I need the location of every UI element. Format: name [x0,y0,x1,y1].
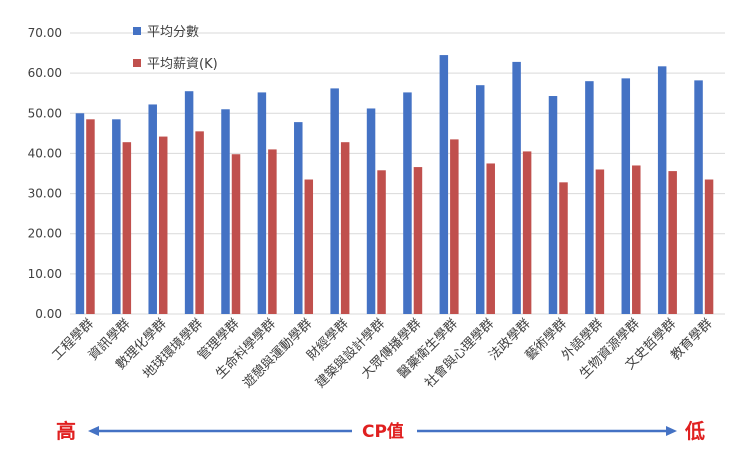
y-tick-label: 60.00 [28,66,62,80]
bar-avg-salary [158,136,168,314]
bar-avg-score [621,78,631,315]
bar-avg-score [330,88,339,314]
bar-avg-salary [704,179,714,314]
bar-avg-score [184,91,194,314]
bar-avg-salary [122,142,132,314]
bar-avg-salary [304,179,314,314]
bar-avg-score [403,92,412,314]
bar-avg-score [512,61,521,314]
bar-avg-score [366,108,376,315]
bar-avg-salary [559,182,568,314]
bar-avg-salary [268,149,277,314]
legend-swatch [133,59,141,67]
cp-right-arrow [417,426,677,436]
bar-avg-score [439,55,449,314]
y-axis-ticks: 0.00 10.00 20.00 30.00 40.00 50.00 60.00 70.00 [28,26,62,321]
bars [75,55,714,315]
bar-avg-score [475,85,485,314]
bar-avg-salary [377,170,386,314]
bar-avg-score [548,96,558,314]
bar-avg-score [112,119,121,314]
bar-avg-score [148,104,157,314]
bar-avg-salary [668,171,677,314]
bar-avg-salary [86,119,95,314]
bar-avg-score [657,66,667,314]
bar-avg-salary [231,154,241,314]
bar-avg-salary [413,167,423,314]
cp-high-label: 高 [56,419,76,443]
bar-avg-salary [486,163,495,314]
bar-avg-salary [522,151,532,314]
y-tick-label: 20.00 [28,227,62,241]
cp-center-label: CP值 [362,421,404,442]
cp-annotation: 高 CP值 低 [56,419,705,443]
legend-label: 平均分數 [147,25,199,40]
y-tick-label: 40.00 [28,146,62,160]
bar-avg-score [257,92,267,314]
cp-low-label: 低 [684,419,705,443]
legend-label: 平均薪資(K) [147,57,218,72]
bar-avg-salary [340,142,350,314]
bar-avg-score [75,113,85,315]
y-tick-label: 0.00 [35,307,62,321]
bar-avg-score [221,109,230,315]
bar-avg-salary [450,139,459,314]
bar-avg-score [294,122,303,314]
y-tick-label: 10.00 [28,267,62,281]
bar-avg-salary [595,169,605,314]
y-tick-label: 70.00 [28,26,62,40]
bar-avg-salary [195,131,204,314]
bar-avg-salary [632,165,641,314]
bar-avg-score [585,81,594,315]
bar-avg-score [694,80,703,315]
y-tick-label: 30.00 [28,187,62,201]
y-tick-label: 50.00 [28,106,62,120]
cp-left-arrow [88,426,352,436]
x-axis-labels: 工程學群資訊學群數理化學群地球環境學群管理學群生命科學學群遊憩與運動學群財經學群… [50,316,716,392]
gridlines [70,32,725,315]
legend-swatch [133,27,141,35]
